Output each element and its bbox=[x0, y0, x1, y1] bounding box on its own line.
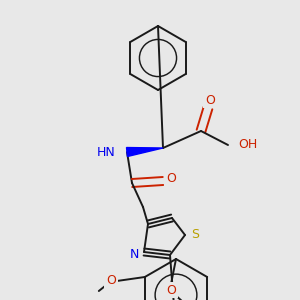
Text: O: O bbox=[205, 94, 215, 106]
Text: OH: OH bbox=[238, 139, 257, 152]
Text: S: S bbox=[191, 229, 199, 242]
Text: HN: HN bbox=[96, 146, 115, 158]
Text: O: O bbox=[166, 284, 176, 296]
Text: O: O bbox=[166, 172, 176, 185]
Polygon shape bbox=[127, 148, 163, 157]
Text: O: O bbox=[106, 274, 116, 287]
Text: N: N bbox=[129, 248, 139, 262]
